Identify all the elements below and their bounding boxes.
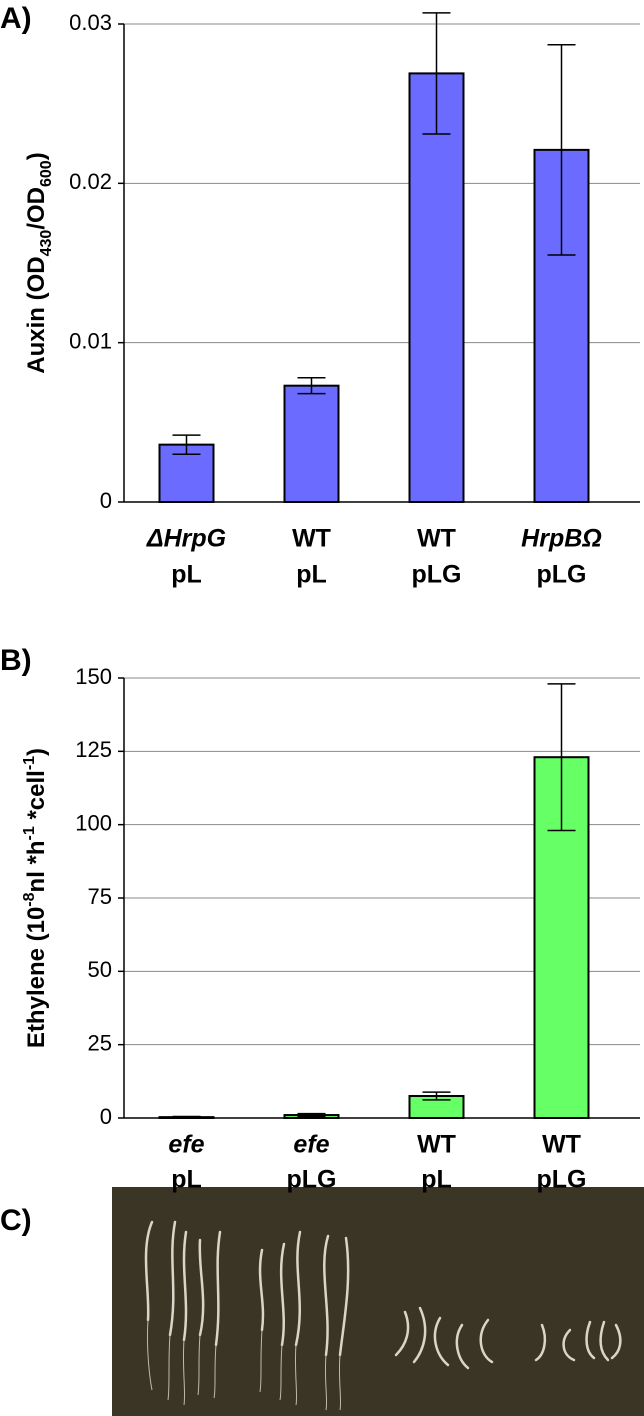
y-axis-label-part: *cell: [23, 770, 50, 826]
x-tick-label: efe: [168, 1131, 204, 1159]
panel-label: B): [0, 644, 32, 677]
y-tick-label: 100: [75, 810, 112, 835]
y-tick-label: 0.03: [69, 10, 112, 35]
x-tick-label: ΔHrpG: [146, 525, 226, 553]
y-axis-label-part: Ethylene (10: [23, 907, 50, 1048]
x-tick-label: WT: [417, 525, 456, 553]
x-tick-label: pLG: [537, 561, 587, 589]
y-tick-label: 25: [88, 1030, 112, 1055]
y-axis-label-part: nl *h: [23, 840, 50, 892]
y-axis-label-part: ): [23, 748, 50, 756]
y-tick-label: 0: [100, 488, 112, 513]
x-tick-label: WT: [542, 1131, 581, 1159]
y-axis-label: Ethylene (10-8nl *h-1 *cell-1): [21, 748, 51, 1048]
x-tick-label: pLG: [412, 561, 462, 589]
x-tick-label: pLG: [287, 1166, 337, 1194]
x-tick-label: pL: [171, 1166, 202, 1194]
x-tick-label: efe: [293, 1131, 329, 1159]
bar: [408, 72, 465, 503]
y-axis-label-part: ): [23, 152, 50, 160]
y-axis-label: Auxin (OD430/OD600): [23, 152, 54, 373]
y-axis-label-part: -1: [21, 826, 38, 840]
y-axis-label-part: Auxin (OD: [23, 256, 50, 373]
y-tick-label: 150: [75, 664, 112, 689]
x-tick-label: pL: [421, 1166, 452, 1194]
seedling-photo: [112, 1187, 644, 1416]
y-tick-label: 75: [88, 884, 112, 909]
y-tick-label: 0.02: [69, 169, 112, 194]
bar: [283, 384, 340, 504]
y-tick-label: 125: [75, 737, 112, 762]
y-axis-label-part: 430: [38, 230, 55, 257]
y-axis-label-part: -8: [21, 892, 38, 906]
y-tick-label: 0: [100, 1104, 112, 1129]
y-axis-label-part: -1: [21, 756, 38, 770]
x-tick-label: HrpBΩ: [521, 525, 602, 553]
y-axis-label-part: /OD: [23, 187, 50, 230]
panel-label: C): [0, 1204, 32, 1237]
x-tick-label: pL: [171, 561, 202, 589]
x-tick-label: WT: [292, 525, 331, 553]
x-tick-label: pL: [296, 561, 327, 589]
y-tick-label: 50: [88, 957, 112, 982]
y-axis-label-part: 600: [38, 160, 55, 187]
x-tick-label: pLG: [537, 1166, 587, 1194]
x-tick-label: WT: [417, 1131, 456, 1159]
y-tick-label: 0.01: [69, 328, 112, 353]
panel-label: A): [0, 2, 32, 35]
